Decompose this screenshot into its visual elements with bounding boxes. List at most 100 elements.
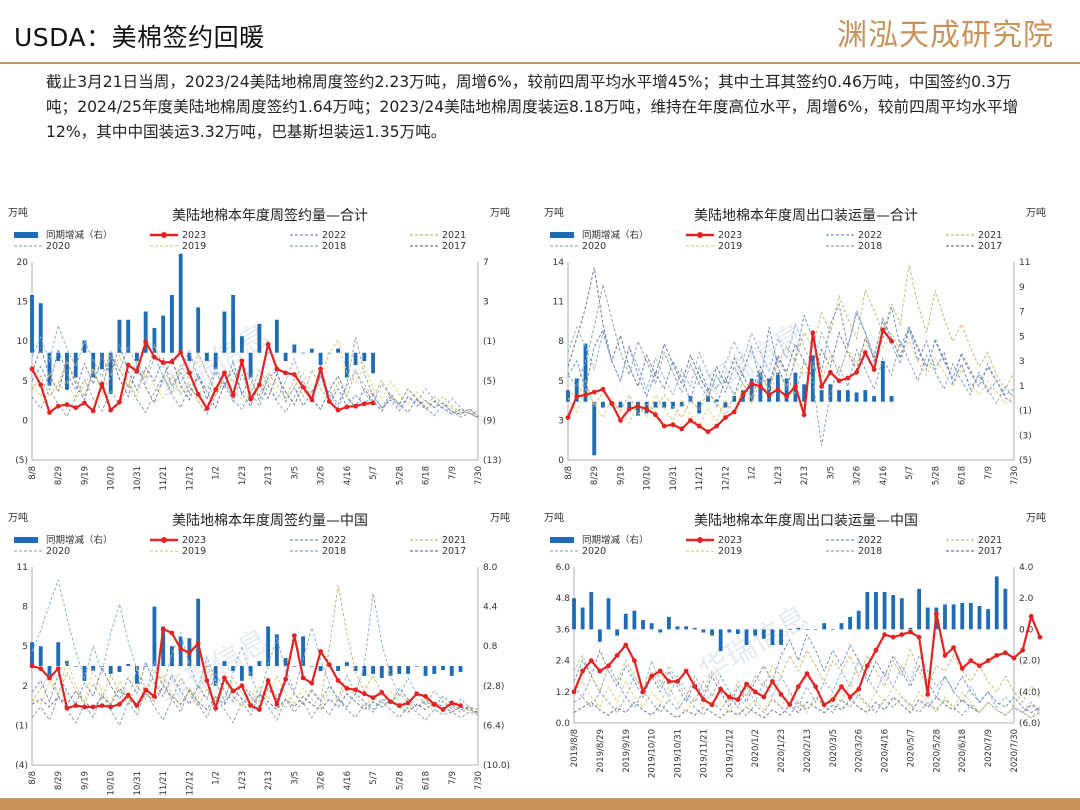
series-point-2023 bbox=[942, 653, 948, 658]
series-point-2023 bbox=[353, 403, 358, 409]
series-point-2023 bbox=[187, 370, 192, 376]
x-tick-label: 8/29 bbox=[54, 466, 64, 485]
legend-marker-2023 bbox=[697, 537, 703, 543]
y-tick-label: 5 bbox=[558, 377, 564, 387]
bar bbox=[222, 661, 227, 666]
bar bbox=[414, 666, 419, 667]
series-point-2023 bbox=[749, 381, 755, 387]
series-line-2022 bbox=[31, 660, 479, 716]
series-point-2023 bbox=[649, 673, 655, 679]
series-point-2023 bbox=[606, 663, 611, 669]
bar bbox=[986, 609, 991, 630]
x-tick-label: 2020/3/26 bbox=[855, 729, 865, 773]
series-line-2021 bbox=[31, 343, 479, 417]
x-tick-label: 3/26 bbox=[853, 466, 863, 485]
series-point-2023 bbox=[99, 703, 105, 708]
bar bbox=[574, 378, 579, 402]
right-axis-unit: 万吨 bbox=[490, 511, 510, 524]
series-point-2023 bbox=[723, 415, 728, 420]
series-point-2023 bbox=[38, 382, 44, 388]
x-tick-label: 2020/3/5 bbox=[829, 729, 839, 767]
x-tick-label: 2020/6/18 bbox=[958, 729, 968, 773]
y-tick-label: (4) bbox=[15, 761, 28, 771]
brand-logo: 渊泓天成研究院 bbox=[837, 18, 1054, 53]
y2-tick-label: (9) bbox=[483, 416, 496, 426]
bar bbox=[178, 253, 183, 353]
series-point-2023 bbox=[889, 338, 894, 344]
series-point-2023 bbox=[248, 396, 254, 402]
series-point-2023 bbox=[361, 401, 367, 407]
bar bbox=[135, 666, 139, 684]
series-point-2023 bbox=[431, 701, 437, 707]
bar bbox=[108, 666, 113, 674]
y-tick-label: 3.6 bbox=[556, 625, 571, 635]
bar bbox=[47, 666, 52, 676]
bar bbox=[641, 620, 645, 630]
x-tick-label: 4/16 bbox=[879, 466, 889, 485]
bar bbox=[697, 401, 702, 414]
chart-title: 美陆地棉本年度周出口装运量—中国 bbox=[694, 512, 918, 529]
bar bbox=[38, 303, 43, 353]
y2-tick-label: (4.0) bbox=[1019, 688, 1040, 698]
y-tick-label: 0.0 bbox=[556, 719, 571, 729]
series-point-2023 bbox=[726, 694, 732, 700]
y-tick-label: 1.2 bbox=[556, 688, 570, 698]
series-point-2023 bbox=[735, 697, 741, 702]
series-point-2023 bbox=[626, 406, 632, 412]
left-axis-unit: 万吨 bbox=[8, 206, 28, 219]
y2-tick-label: (6.0) bbox=[1019, 719, 1040, 729]
series-point-2023 bbox=[187, 650, 192, 656]
y-tick-label: 8 bbox=[22, 603, 28, 613]
series-line-2017 bbox=[573, 696, 1041, 719]
y2-tick-label: 4.0 bbox=[1019, 563, 1034, 573]
series-point-2023 bbox=[761, 694, 767, 700]
y2-tick-label: (5) bbox=[483, 377, 496, 387]
series-point-2023 bbox=[784, 393, 790, 399]
series-point-2023 bbox=[714, 423, 720, 429]
bar bbox=[744, 629, 749, 645]
x-tick-label: 6/18 bbox=[958, 466, 968, 485]
bar bbox=[318, 666, 323, 671]
series-point-2023 bbox=[160, 626, 166, 632]
bar bbox=[222, 311, 227, 353]
series-point-2023 bbox=[265, 678, 271, 683]
series-point-2023 bbox=[752, 689, 758, 695]
x-tick-label: 10/10 bbox=[643, 466, 653, 491]
bar bbox=[856, 610, 861, 630]
series-point-2023 bbox=[195, 391, 201, 397]
bar bbox=[91, 666, 96, 671]
series-point-2023 bbox=[959, 666, 965, 671]
series-point-2023 bbox=[283, 676, 289, 682]
series-point-2023 bbox=[925, 692, 931, 697]
x-tick-label: 2020/4/16 bbox=[881, 729, 891, 773]
bar bbox=[169, 295, 174, 353]
bar bbox=[309, 666, 314, 667]
series-point-2023 bbox=[618, 418, 623, 423]
series-point-2023 bbox=[873, 647, 879, 653]
y2-tick-label: 7 bbox=[1019, 308, 1025, 318]
series-point-2023 bbox=[675, 679, 680, 684]
bar bbox=[126, 319, 131, 353]
series-line-2018 bbox=[567, 284, 1015, 446]
series-point-2023 bbox=[458, 703, 463, 708]
series-point-2023 bbox=[221, 675, 227, 681]
bar bbox=[213, 666, 218, 686]
bar bbox=[828, 384, 833, 402]
series-point-2023 bbox=[230, 392, 236, 398]
x-tick-label: 1/23 bbox=[774, 466, 784, 485]
x-tick-label: 3/26 bbox=[317, 466, 327, 485]
series-point-2023 bbox=[213, 387, 219, 392]
y2-tick-label: 3 bbox=[1019, 357, 1025, 367]
x-tick-label: 2019/10/10 bbox=[648, 729, 658, 778]
series-point-2023 bbox=[845, 375, 851, 381]
bar bbox=[135, 352, 139, 361]
x-tick-label: 5/28 bbox=[395, 466, 405, 485]
series-point-2023 bbox=[701, 697, 706, 702]
series-point-2023 bbox=[449, 700, 455, 706]
x-tick-label: 2020/5/7 bbox=[906, 729, 916, 767]
series-point-2023 bbox=[801, 412, 807, 418]
y2-tick-label: 2.0 bbox=[1019, 594, 1034, 604]
x-tick-label: 3/5 bbox=[290, 466, 300, 480]
series-point-2023 bbox=[300, 675, 306, 681]
